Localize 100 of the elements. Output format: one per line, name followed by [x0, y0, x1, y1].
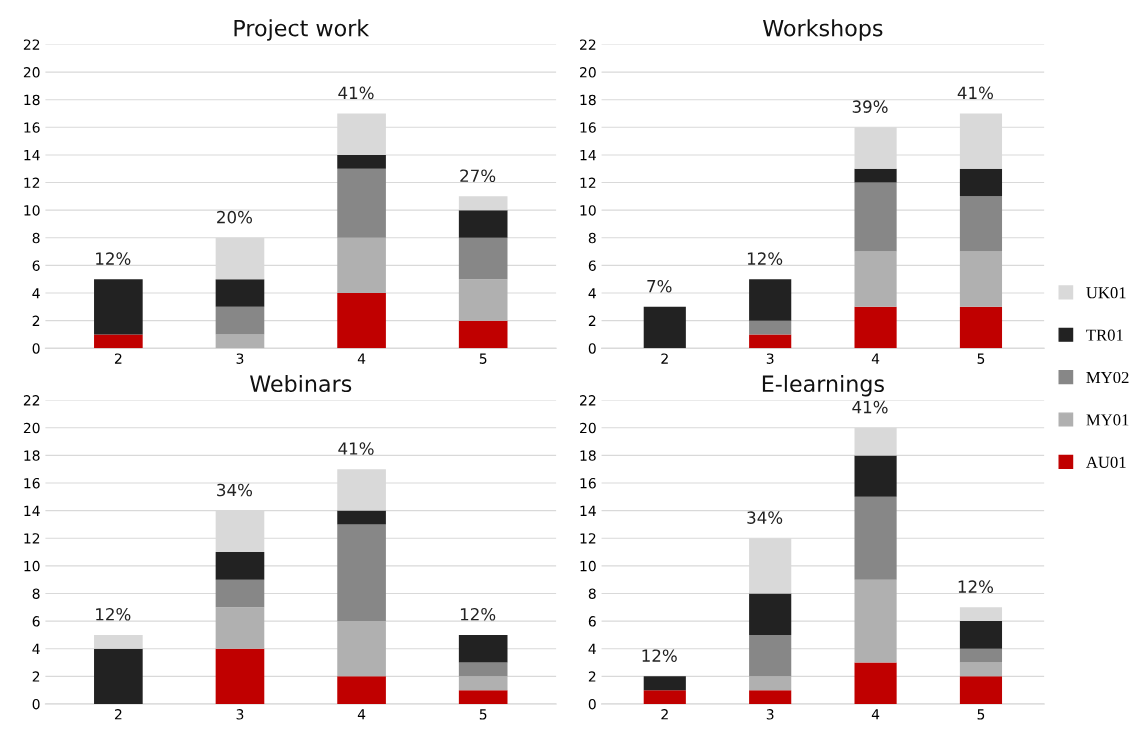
y-tick-label: 2 [32, 671, 40, 682]
bar [215, 648, 265, 704]
y-tick-label: 0 [32, 698, 40, 710]
bar [215, 279, 265, 307]
y-tick-label: 18 [24, 94, 40, 106]
x-tick-label: 5 [977, 709, 985, 720]
bar [94, 279, 143, 335]
x-tick-label: 3 [766, 353, 774, 364]
annotation: 41% [338, 86, 374, 100]
bar [215, 334, 265, 349]
y-tick-label: 4 [32, 643, 40, 654]
x-tick-label: 5 [479, 353, 487, 364]
x-tick-label: 3 [236, 709, 244, 720]
annotation: 12% [96, 607, 131, 621]
bar [337, 676, 386, 704]
y-tick-label: 2 [588, 671, 596, 682]
annotation: 41% [852, 400, 888, 414]
bar [854, 182, 897, 252]
bar [458, 676, 508, 691]
x-tick-label: 2 [114, 353, 122, 364]
bar [337, 621, 386, 677]
bar [458, 210, 508, 238]
y-tick-label: 4 [588, 288, 596, 299]
bar [959, 621, 1003, 649]
y-tick-label: 0 [32, 343, 40, 354]
bar [749, 634, 792, 677]
legend-label: TR01 [1086, 329, 1123, 341]
y-tick-label: 2 [588, 315, 596, 326]
bar [337, 293, 386, 349]
bar [337, 154, 386, 169]
bar [749, 334, 792, 349]
x-tick-label: 2 [661, 709, 668, 720]
y-tick-label: 22 [580, 395, 596, 406]
x-tick-label: 4 [871, 709, 880, 720]
bar [458, 196, 508, 211]
y-tick-label: 12 [24, 177, 40, 188]
bar [749, 279, 792, 321]
annotation: 41% [957, 86, 994, 100]
bar [215, 579, 265, 608]
y-tick-label: 14 [580, 150, 596, 161]
annotation: 27% [460, 169, 496, 183]
y-tick-label: 8 [588, 588, 596, 599]
annotation: 41% [338, 442, 374, 455]
bar [458, 662, 508, 677]
bar [749, 320, 792, 335]
x-tick-label: 5 [977, 353, 985, 364]
bar [458, 690, 508, 704]
y-tick-label: 8 [588, 232, 596, 244]
x-tick-label: 4 [357, 709, 366, 720]
bar [854, 496, 897, 580]
legend-label: MY02 [1086, 371, 1129, 384]
x-tick-label: 2 [114, 709, 122, 720]
annotation: 7% [647, 279, 672, 293]
bar [854, 306, 897, 349]
annotation: 20% [217, 210, 253, 224]
bar [854, 579, 897, 663]
bar [959, 676, 1003, 704]
y-tick-label: 14 [580, 505, 596, 516]
bar [643, 676, 686, 691]
y-tick-label: 4 [588, 643, 596, 654]
chart-title: E-learnings [762, 374, 884, 397]
bar [215, 552, 265, 580]
bar [749, 593, 792, 635]
bar [959, 251, 1003, 307]
y-tick-label: 22 [23, 395, 40, 406]
bar [854, 662, 897, 704]
bar [94, 334, 143, 349]
chart-title: Project work [234, 19, 370, 41]
y-tick-label: 20 [23, 67, 40, 78]
annotation: 12% [958, 580, 994, 593]
annotation: 12% [96, 252, 131, 265]
y-tick-label: 14 [24, 505, 40, 516]
y-tick-label: 6 [32, 616, 40, 627]
bar [337, 510, 386, 525]
x-tick-label: 4 [871, 353, 880, 364]
annotation: 12% [642, 649, 677, 662]
bar [959, 648, 1003, 663]
x-tick-label: 5 [479, 709, 487, 720]
annotation: 34% [217, 483, 253, 497]
y-tick-label: 8 [32, 232, 40, 244]
y-tick-label: 20 [580, 67, 596, 78]
bar [94, 648, 143, 704]
chart-title: Workshops [763, 19, 883, 41]
bar [643, 690, 686, 704]
y-tick-label: 18 [580, 94, 596, 106]
y-tick-label: 22 [580, 39, 596, 50]
bar [458, 634, 508, 663]
legend-label: AU01 [1086, 456, 1126, 468]
y-tick-label: 6 [588, 260, 596, 271]
bar [458, 237, 508, 280]
y-tick-label: 18 [24, 450, 40, 461]
bar [215, 607, 265, 649]
y-tick-label: 16 [24, 477, 40, 489]
bar [854, 455, 897, 497]
y-tick-label: 20 [580, 422, 596, 434]
y-tick-label: 0 [588, 343, 596, 354]
annotation: 34% [747, 511, 783, 524]
y-tick-label: 4 [32, 288, 40, 299]
y-tick-label: 6 [32, 260, 40, 271]
bar [215, 306, 265, 335]
